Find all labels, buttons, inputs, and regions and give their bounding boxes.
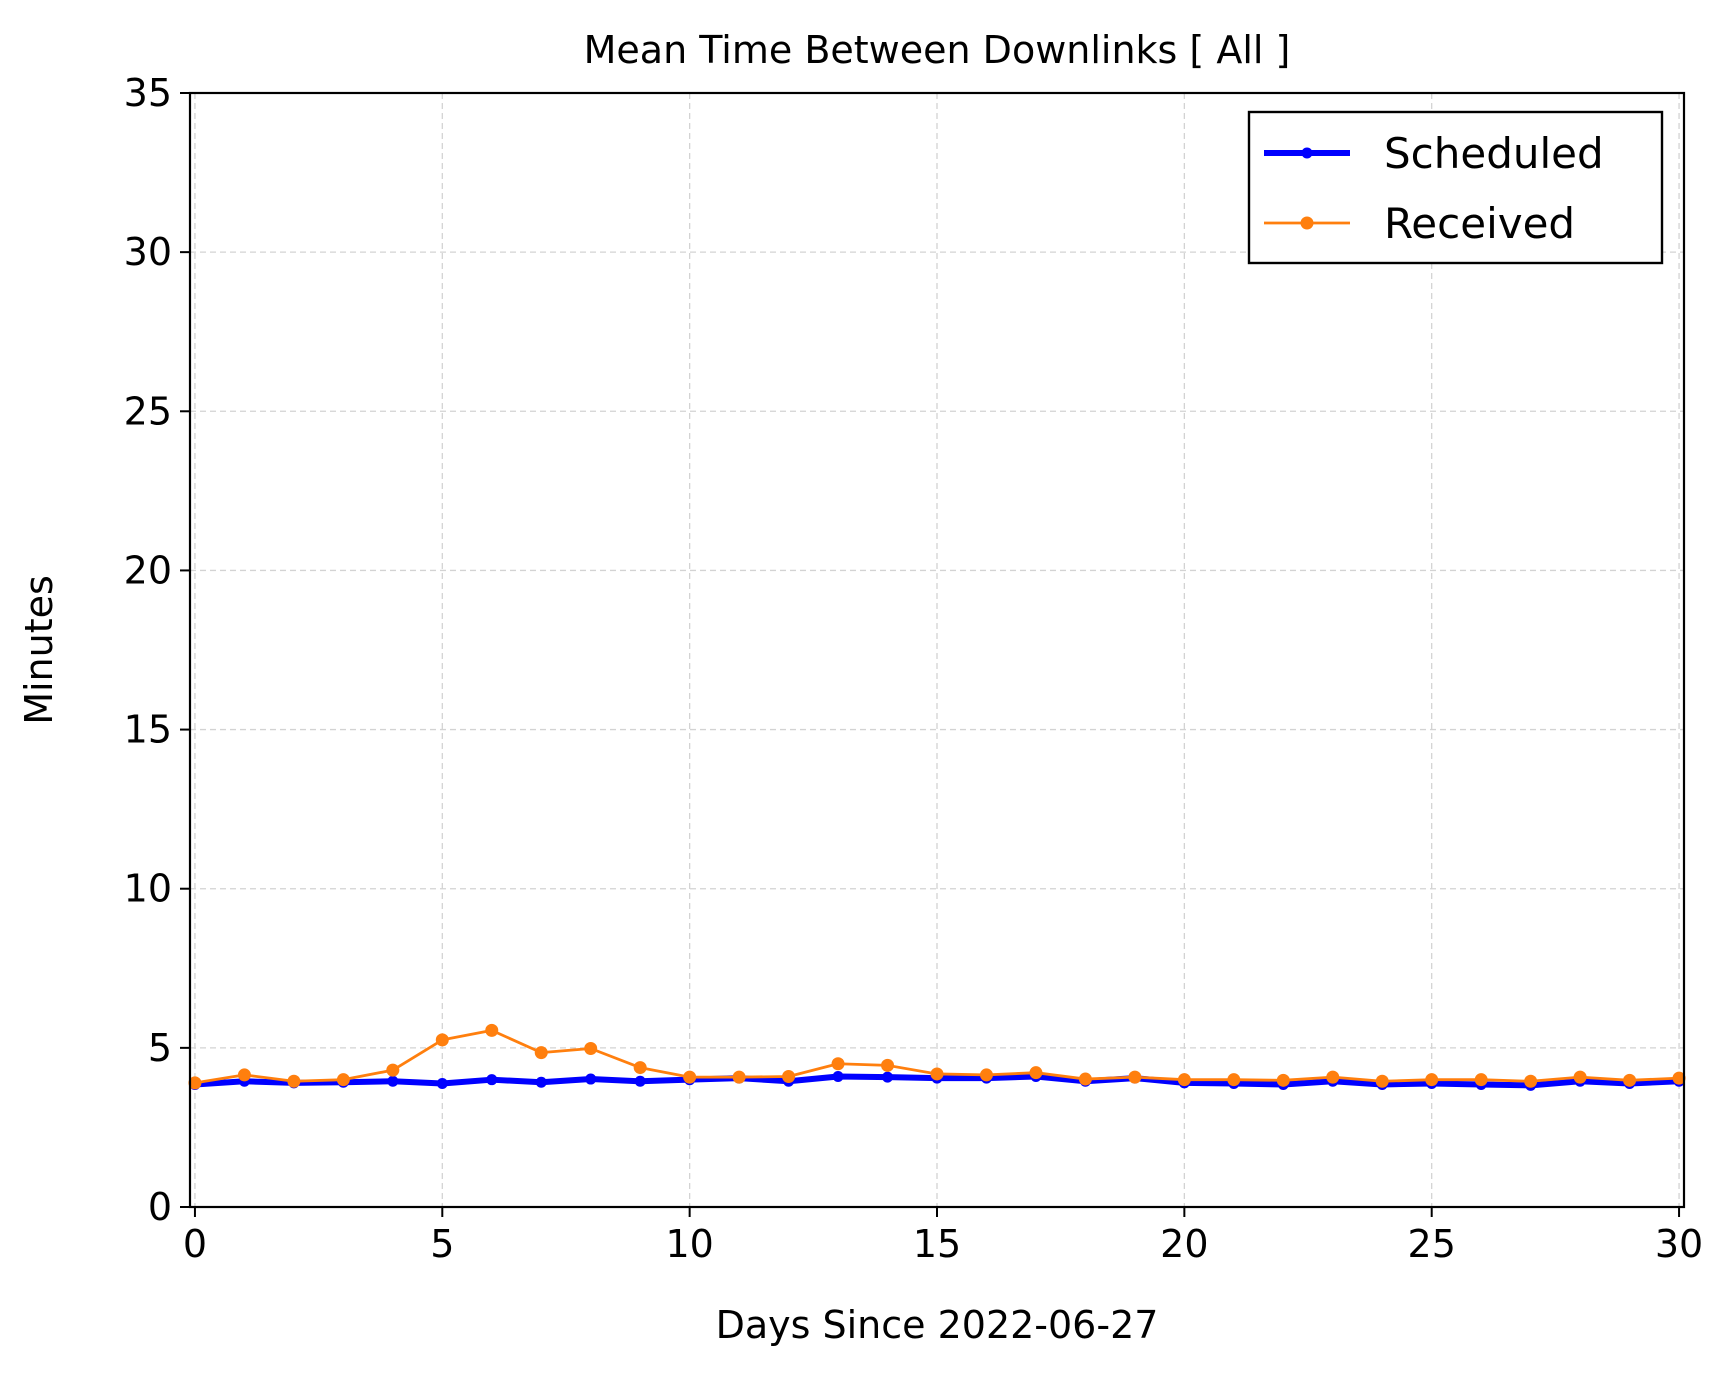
y-tick-label: 30 xyxy=(124,230,172,274)
data-point-received xyxy=(1128,1070,1142,1084)
data-point-received xyxy=(386,1063,400,1077)
chart-title: Mean Time Between Downlinks [ All ] xyxy=(584,28,1291,72)
data-point-scheduled xyxy=(486,1074,498,1086)
data-point-received xyxy=(1276,1073,1290,1087)
data-point-scheduled xyxy=(832,1071,844,1083)
y-tick-label: 25 xyxy=(124,389,172,433)
data-point-received xyxy=(237,1068,251,1082)
y-tick-label: 5 xyxy=(148,1026,172,1070)
data-point-received xyxy=(336,1073,350,1087)
y-tick-label: 20 xyxy=(124,548,172,592)
legend-marker-received xyxy=(1300,216,1314,230)
data-point-scheduled xyxy=(585,1073,597,1085)
data-point-received xyxy=(1573,1070,1587,1084)
x-tick-label: 10 xyxy=(665,1222,713,1266)
data-point-received xyxy=(1078,1072,1092,1086)
data-point-received xyxy=(1375,1074,1389,1088)
data-point-received xyxy=(1524,1074,1538,1088)
data-point-received xyxy=(287,1074,301,1088)
data-point-received xyxy=(1474,1073,1488,1087)
data-point-received xyxy=(534,1046,548,1060)
data-point-scheduled xyxy=(634,1075,646,1087)
x-tick-label: 5 xyxy=(430,1222,454,1266)
axis-ticks: 0 5 10 15 20 25 30 0 5 10 15 20 25 30 35 xyxy=(124,71,1704,1266)
data-point-received xyxy=(1623,1073,1637,1087)
x-tick-label: 0 xyxy=(183,1222,207,1266)
series-layer xyxy=(188,1023,1686,1091)
data-point-received xyxy=(188,1076,202,1090)
data-point-received xyxy=(1029,1066,1043,1080)
y-tick-label: 10 xyxy=(124,867,172,911)
data-point-received xyxy=(1177,1073,1191,1087)
data-point-received xyxy=(584,1041,598,1055)
legend-label-received: Received xyxy=(1384,199,1575,248)
data-point-scheduled xyxy=(535,1076,547,1088)
series-received xyxy=(188,1023,1686,1090)
legend-box xyxy=(1247,110,1664,265)
y-tick-label: 35 xyxy=(124,71,172,115)
data-point-received xyxy=(881,1058,895,1072)
data-point-received xyxy=(1425,1073,1439,1087)
data-point-received xyxy=(683,1070,697,1084)
x-tick-label: 25 xyxy=(1408,1222,1456,1266)
grid xyxy=(190,93,1684,1207)
data-point-received xyxy=(1326,1070,1340,1084)
data-point-scheduled xyxy=(436,1078,448,1090)
data-point-received xyxy=(485,1023,499,1037)
x-tick-label: 15 xyxy=(913,1222,961,1266)
data-point-received xyxy=(930,1067,944,1081)
data-point-scheduled xyxy=(882,1071,894,1083)
data-point-received xyxy=(979,1068,993,1082)
y-tick-label: 0 xyxy=(148,1185,172,1229)
x-axis-title: Days Since 2022-06-27 xyxy=(716,1303,1159,1347)
data-point-received xyxy=(732,1070,746,1084)
data-point-scheduled xyxy=(387,1075,399,1087)
data-point-received xyxy=(831,1057,845,1071)
data-point-received xyxy=(1227,1073,1241,1087)
x-tick-label: 30 xyxy=(1655,1222,1703,1266)
y-tick-label: 15 xyxy=(124,708,172,752)
data-point-received xyxy=(1672,1071,1686,1085)
data-point-received xyxy=(633,1061,647,1075)
x-tick-label: 20 xyxy=(1160,1222,1208,1266)
data-point-received xyxy=(435,1033,449,1047)
y-axis-title: Minutes xyxy=(17,575,61,725)
legend-label-scheduled: Scheduled xyxy=(1384,129,1604,178)
data-point-received xyxy=(782,1070,796,1084)
legend: Scheduled Received xyxy=(1247,110,1664,265)
legend-marker-scheduled xyxy=(1301,147,1313,159)
